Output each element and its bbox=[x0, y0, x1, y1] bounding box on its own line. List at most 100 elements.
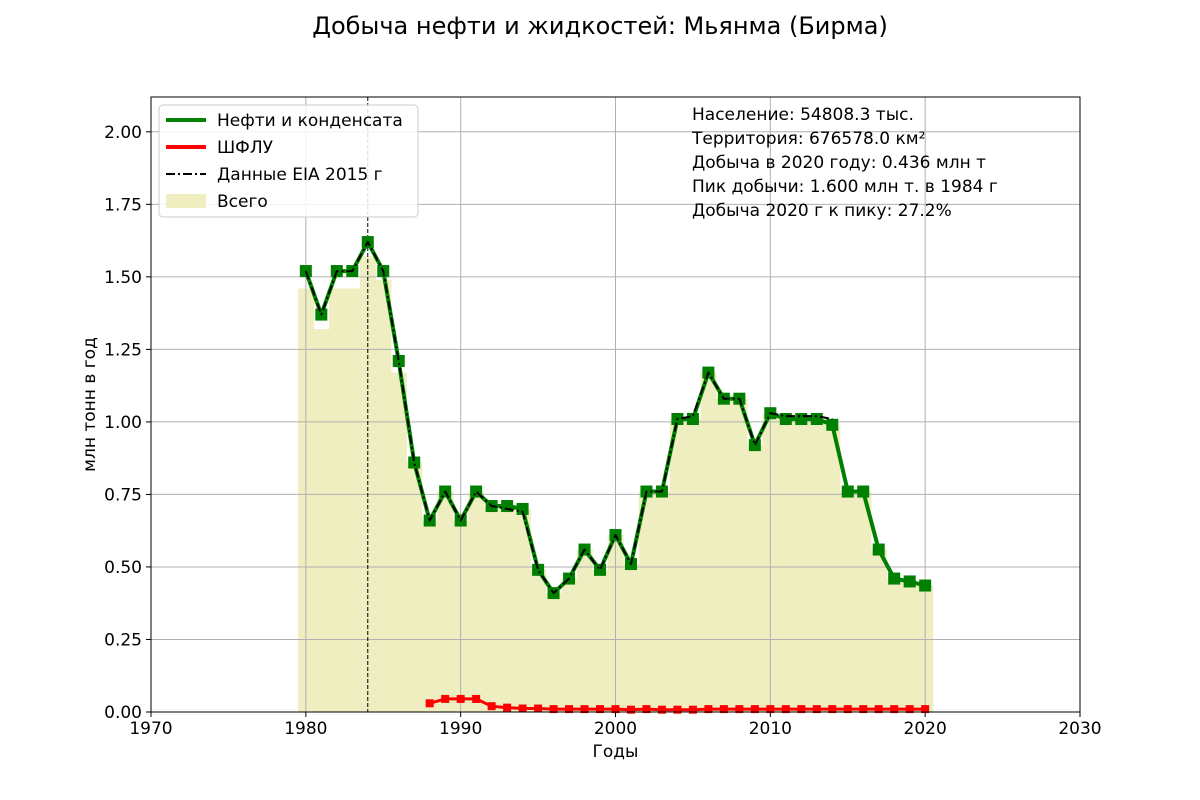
series-ngl-point-1996 bbox=[549, 705, 558, 714]
x-tick-label-2000: 2000 bbox=[594, 719, 637, 739]
series-ngl-point-2018 bbox=[890, 705, 899, 714]
total-bar-1987 bbox=[406, 462, 423, 712]
total-bar-1994 bbox=[514, 508, 531, 712]
series-ngl-point-2001 bbox=[626, 705, 635, 714]
annotation-0: Население: 54808.3 тыс. bbox=[692, 105, 914, 125]
total-bar-2003 bbox=[654, 491, 671, 712]
total-bar-1998 bbox=[576, 549, 593, 712]
series-oil-condensate-point-2020 bbox=[919, 579, 932, 592]
series-oil-condensate-point-1987 bbox=[408, 456, 421, 469]
total-bar-1981 bbox=[313, 329, 330, 712]
x-tick-label-1970: 1970 bbox=[129, 719, 172, 739]
annotation-4: Добыча 2020 г к пику: 27.2% bbox=[692, 201, 952, 221]
series-oil-condensate-point-2019 bbox=[903, 575, 916, 588]
total-bar-2013 bbox=[809, 419, 825, 712]
x-tick-label-2030: 2030 bbox=[1058, 719, 1101, 739]
series-ngl-point-2002 bbox=[642, 705, 651, 714]
series-ngl-point-1993 bbox=[503, 703, 512, 712]
series-oil-condensate-point-2012 bbox=[795, 413, 808, 426]
series-ngl-point-2003 bbox=[657, 705, 666, 714]
series-ngl-point-2012 bbox=[797, 705, 806, 714]
annotation-2: Добыча в 2020 году: 0.436 млн т bbox=[692, 153, 986, 173]
series-ngl-point-1989 bbox=[441, 694, 450, 703]
total-bar-2017 bbox=[870, 549, 887, 712]
total-bar-2004 bbox=[669, 419, 686, 712]
y-tick-label-1.00: 1.00 bbox=[104, 413, 142, 433]
series-ngl-point-2014 bbox=[828, 705, 837, 714]
series-ngl-point-2004 bbox=[673, 705, 682, 714]
total-bar-1991 bbox=[468, 491, 485, 712]
total-bar-2005 bbox=[685, 419, 702, 712]
total-bar-2001 bbox=[623, 564, 640, 712]
total-bar-1992 bbox=[483, 506, 500, 712]
series-ngl-point-2017 bbox=[874, 705, 883, 714]
series-ngl-point-2019 bbox=[905, 705, 914, 714]
series-oil-condensate-point-1995 bbox=[532, 563, 545, 576]
series-ngl-point-2007 bbox=[719, 705, 728, 714]
chart-title: Добыча нефти и жидкостей: Мьянма (Бирма) bbox=[312, 12, 888, 40]
series-oil-condensate-point-1994 bbox=[516, 502, 529, 515]
series-oil-condensate-point-2013 bbox=[810, 413, 823, 426]
series-ngl-point-1994 bbox=[518, 704, 527, 713]
legend-swatch-total bbox=[166, 194, 206, 208]
total-bar-2018 bbox=[886, 578, 903, 712]
series-ngl-point-1991 bbox=[472, 694, 481, 703]
total-bar-1989 bbox=[437, 491, 454, 712]
series-ngl-point-2015 bbox=[843, 705, 852, 714]
legend-label-3: Всего bbox=[217, 192, 268, 212]
series-ngl-point-2008 bbox=[735, 705, 744, 714]
series-oil-condensate-point-2017 bbox=[872, 543, 885, 556]
total-bar-1996 bbox=[545, 593, 562, 712]
series-ngl-point-1997 bbox=[565, 705, 574, 714]
series-eia-2015 bbox=[304, 241, 833, 595]
total-bars bbox=[298, 256, 934, 712]
series-ngl-point-2009 bbox=[750, 705, 759, 714]
total-bar-2009 bbox=[747, 445, 763, 712]
x-axis-label: Годы bbox=[593, 742, 639, 762]
y-tick-label-0.50: 0.50 bbox=[104, 558, 142, 578]
total-bar-1997 bbox=[561, 578, 578, 712]
total-bar-1983 bbox=[344, 288, 361, 712]
total-bar-2016 bbox=[855, 491, 872, 712]
series-ngl-point-2006 bbox=[704, 705, 713, 714]
y-tick-label-1.75: 1.75 bbox=[104, 195, 142, 215]
total-bar-1993 bbox=[499, 506, 516, 712]
y-tick-label-1.25: 1.25 bbox=[104, 340, 142, 360]
total-bar-2002 bbox=[638, 491, 655, 712]
y-tick-label-0.00: 0.00 bbox=[104, 703, 142, 723]
y-tick-label-0.25: 0.25 bbox=[104, 630, 142, 650]
x-tick-label-1990: 1990 bbox=[439, 719, 482, 739]
annotation-1: Территория: 676578.0 км² bbox=[691, 129, 925, 149]
series-ngl-point-1999 bbox=[596, 705, 605, 714]
series-ngl-point-1995 bbox=[534, 704, 543, 713]
total-bar-2012 bbox=[793, 419, 810, 712]
total-bar-2006 bbox=[700, 372, 717, 712]
series-ngl-point-1998 bbox=[580, 705, 589, 714]
y-tick-label-2.00: 2.00 bbox=[104, 123, 142, 143]
legend: Нефти и конденсата ШФЛУ Данные EIA 2015 г В… bbox=[158, 104, 419, 218]
series-eia-2015-line bbox=[304, 241, 833, 595]
total-bar-1985 bbox=[375, 279, 392, 712]
series-ngl-point-2013 bbox=[812, 705, 821, 714]
series-oil-condensate-point-2014 bbox=[826, 418, 839, 431]
legend-label-1: ШФЛУ bbox=[217, 138, 274, 158]
total-bar-1982 bbox=[329, 288, 345, 712]
total-bar-1995 bbox=[530, 569, 547, 712]
series-oil-condensate-point-1999 bbox=[594, 563, 607, 576]
series-ngl-point-2000 bbox=[611, 705, 620, 714]
total-bar-2019 bbox=[901, 581, 918, 712]
legend-box bbox=[158, 104, 419, 218]
x-tick-label-2010: 2010 bbox=[749, 719, 792, 739]
series-oil-condensate-point-2015 bbox=[841, 485, 854, 498]
series-ngl-point-1992 bbox=[487, 702, 496, 711]
total-bar-2015 bbox=[840, 491, 856, 712]
total-bar-2014 bbox=[824, 424, 841, 712]
legend-label-0: Нефти и конденсата bbox=[217, 111, 403, 131]
series-oil-condensate-point-1986 bbox=[392, 354, 405, 367]
series-oil-condensate-point-2009 bbox=[748, 439, 761, 452]
total-bar-1986 bbox=[390, 372, 407, 712]
series-ngl bbox=[425, 694, 930, 714]
series-ngl-point-2011 bbox=[781, 705, 790, 714]
series-ngl-point-2020 bbox=[921, 705, 930, 714]
info-annotations: Население: 54808.3 тыс. Территория: 67657… bbox=[691, 105, 998, 221]
